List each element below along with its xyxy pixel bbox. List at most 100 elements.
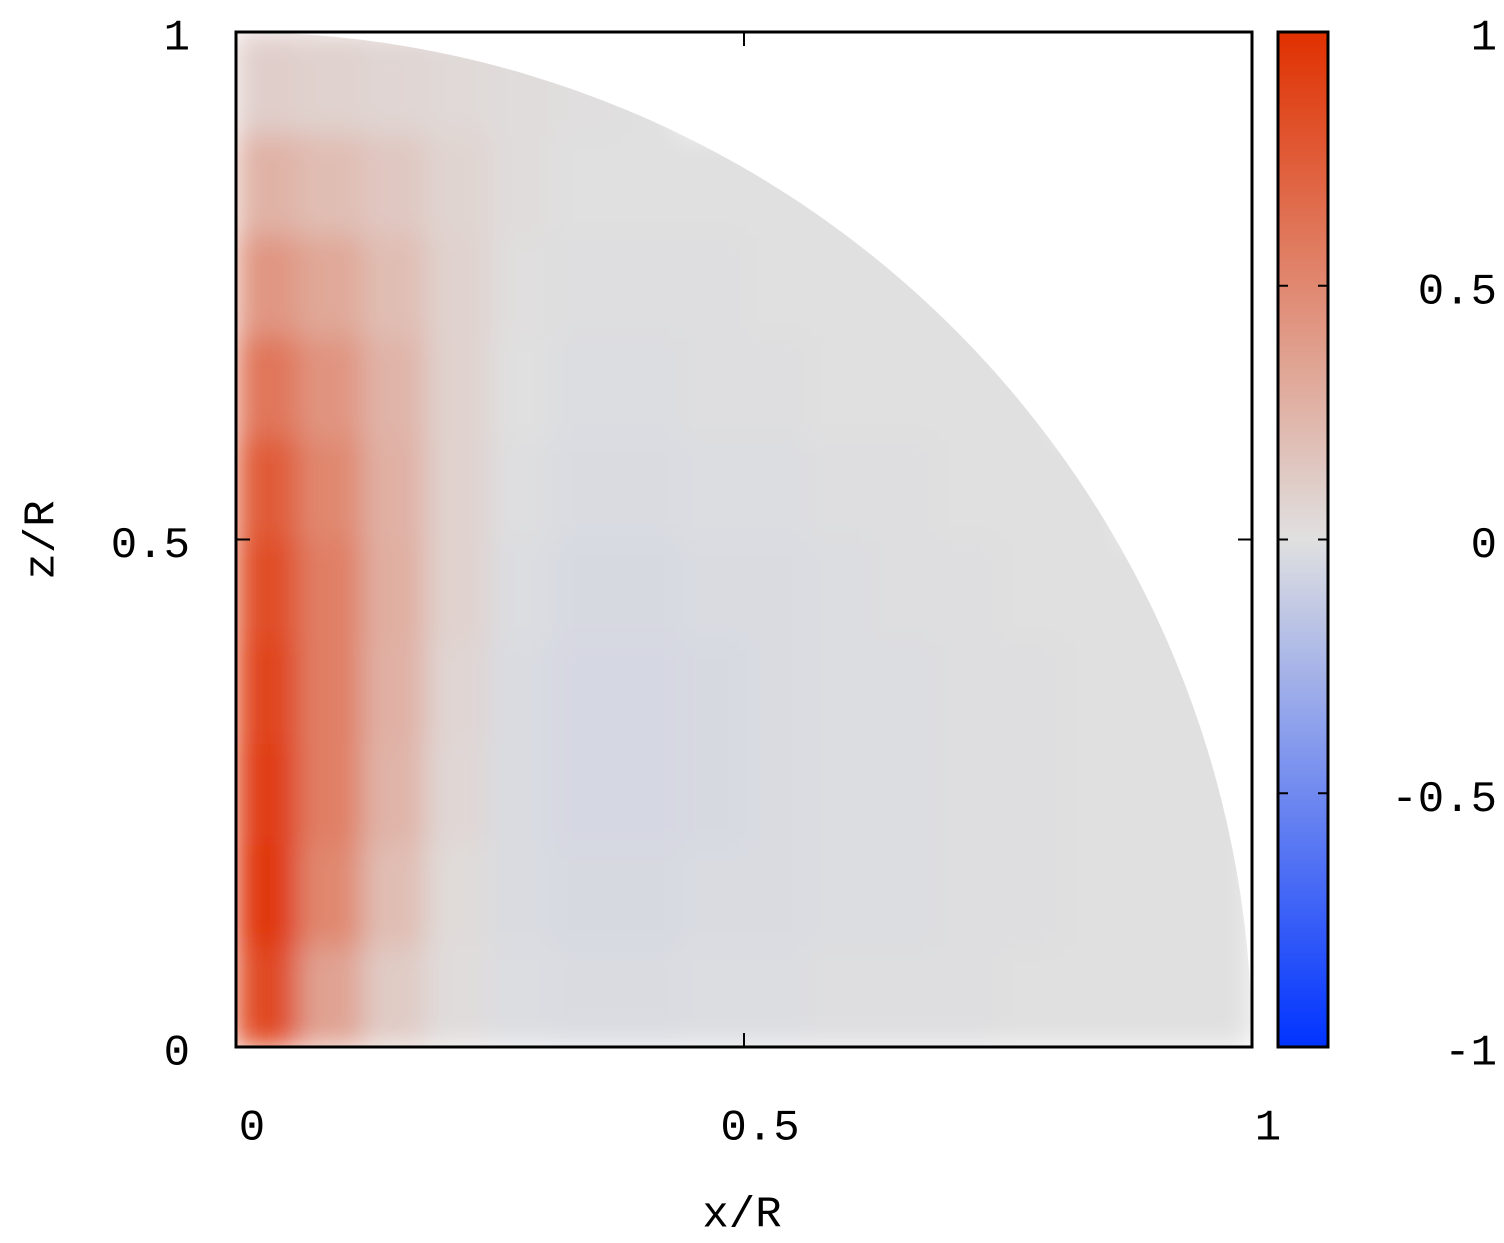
cell	[870, 741, 936, 845]
cell	[743, 437, 809, 541]
cell	[806, 843, 872, 947]
cell	[997, 843, 1063, 947]
cell	[552, 640, 618, 744]
cell	[362, 132, 428, 236]
cell	[362, 538, 428, 642]
cell	[1187, 741, 1252, 845]
cell	[1060, 843, 1126, 947]
cell	[870, 944, 936, 1047]
cell	[1187, 640, 1252, 744]
cell	[870, 437, 936, 541]
cell	[362, 741, 428, 845]
cell	[933, 234, 999, 338]
cell	[1060, 437, 1126, 541]
cell	[236, 640, 301, 744]
y-axis-label: z/R	[18, 500, 68, 579]
cell	[425, 132, 491, 236]
cell	[236, 437, 301, 541]
cell	[425, 741, 491, 845]
cell	[679, 335, 745, 439]
cell	[933, 538, 999, 642]
colorbar-tick-label: 1	[1471, 14, 1497, 64]
cell	[425, 32, 491, 135]
cell	[298, 843, 364, 947]
cell	[870, 640, 936, 744]
cell	[616, 32, 682, 135]
cell	[552, 32, 618, 135]
x-axis-label: x/R	[702, 1191, 781, 1241]
cell	[743, 132, 809, 236]
cell	[552, 538, 618, 642]
cell	[362, 843, 428, 947]
cell	[933, 335, 999, 439]
cell	[743, 640, 809, 744]
cell	[870, 538, 936, 642]
cell	[489, 538, 555, 642]
cell	[1124, 944, 1190, 1047]
cell	[236, 944, 301, 1047]
colorbar-tick-label: -1	[1444, 1029, 1497, 1079]
cell	[236, 234, 301, 338]
cell	[236, 132, 301, 236]
cell	[679, 843, 745, 947]
cell	[552, 132, 618, 236]
cell	[425, 335, 491, 439]
cell	[425, 234, 491, 338]
cell	[489, 640, 555, 744]
cell	[870, 234, 936, 338]
cell	[489, 32, 555, 135]
cell	[806, 944, 872, 1047]
cell	[1124, 741, 1190, 845]
cell	[933, 437, 999, 541]
cell	[743, 741, 809, 845]
cell	[552, 335, 618, 439]
cell	[870, 843, 936, 947]
cell	[933, 640, 999, 744]
cell	[679, 640, 745, 744]
cell	[616, 335, 682, 439]
cell	[298, 944, 364, 1047]
cell	[743, 335, 809, 439]
cell	[236, 741, 301, 845]
cell	[616, 640, 682, 744]
cell	[933, 944, 999, 1047]
cell	[1124, 843, 1190, 947]
cell	[1124, 538, 1190, 642]
cell	[1187, 944, 1252, 1047]
cell	[552, 843, 618, 947]
cell	[806, 234, 872, 338]
cell	[679, 741, 745, 845]
cell	[236, 335, 301, 439]
colorbar-tick-label: -0.5	[1391, 775, 1497, 825]
cell	[806, 538, 872, 642]
colorbar-tick-label: 0	[1471, 521, 1497, 571]
cell	[362, 32, 428, 135]
cell	[806, 132, 872, 236]
cell	[743, 538, 809, 642]
cell	[806, 640, 872, 744]
cell	[997, 538, 1063, 642]
field	[236, 32, 1252, 1047]
cell	[743, 843, 809, 947]
cell	[362, 234, 428, 338]
cell	[679, 437, 745, 541]
cell	[806, 335, 872, 439]
x-tick-label: 0	[239, 1104, 265, 1154]
cell	[743, 944, 809, 1047]
cell	[552, 944, 618, 1047]
y-tick-label: 1	[164, 14, 190, 64]
y-tick-label: 0	[164, 1029, 190, 1079]
cell	[1060, 944, 1126, 1047]
cell	[616, 234, 682, 338]
cell	[997, 741, 1063, 845]
cell	[616, 538, 682, 642]
cell	[425, 944, 491, 1047]
cell	[616, 437, 682, 541]
axes: 0 0.5 1 0 0.5 1 -1 -0.5 0 0.5 1	[111, 14, 1497, 1154]
cell	[1124, 640, 1190, 744]
field-clip	[236, 32, 1252, 1047]
cell	[298, 335, 364, 439]
cell	[806, 741, 872, 845]
